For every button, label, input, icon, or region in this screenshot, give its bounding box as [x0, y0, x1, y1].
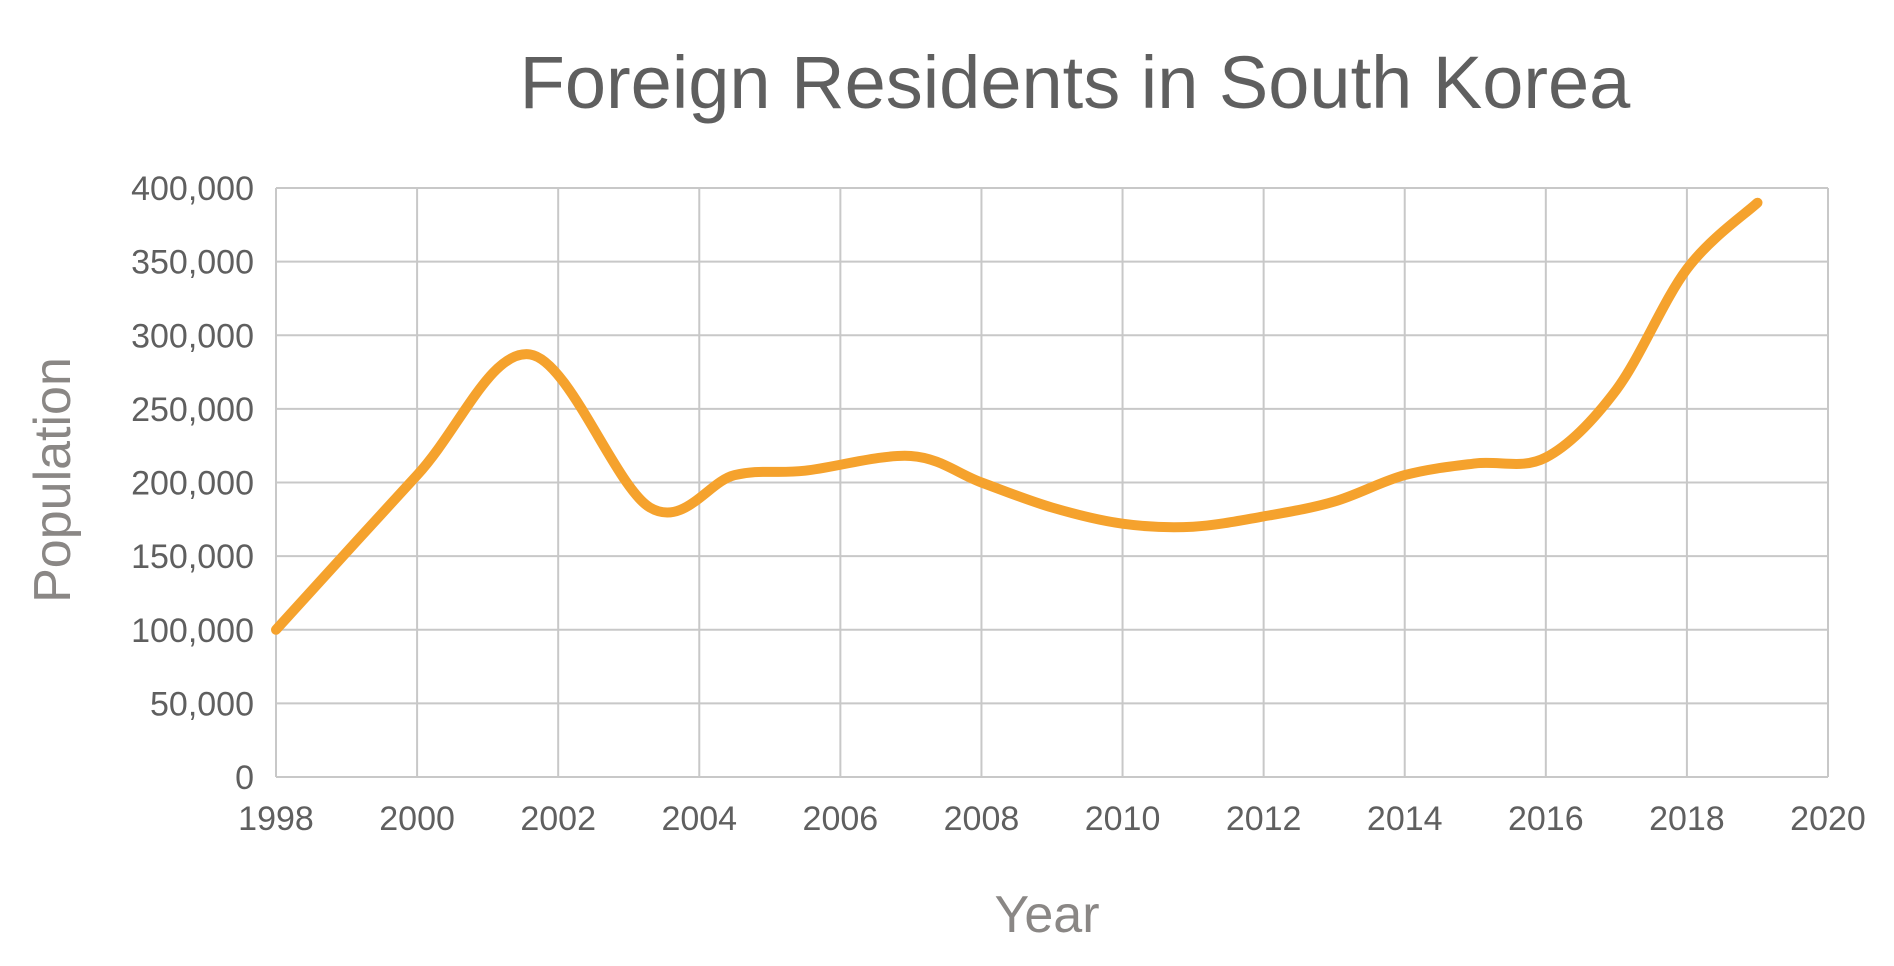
x-tick-label: 2018 [1649, 800, 1725, 838]
data-point [649, 507, 650, 508]
y-axis-title: Population [24, 357, 82, 603]
x-tick-label: 1998 [238, 800, 314, 838]
x-tick-label: 2002 [520, 800, 596, 838]
data-point [1757, 202, 1758, 203]
series-line [271, 197, 1763, 635]
horizontal-gridlines [276, 187, 1828, 778]
data-point [910, 455, 911, 456]
data-point [276, 629, 277, 630]
x-tick-label: 2014 [1367, 800, 1443, 838]
data-point [1334, 501, 1335, 502]
x-tick-label: 2016 [1508, 800, 1584, 838]
data-point [1616, 389, 1617, 390]
x-tick-label: 2012 [1226, 800, 1302, 838]
data-point [805, 470, 806, 471]
y-tick-label: 300,000 [131, 317, 254, 355]
data-point [1404, 475, 1405, 476]
y-tick-label: 250,000 [131, 391, 254, 429]
y-tick-label: 0 [235, 759, 254, 797]
y-axis-tick-labels: 0 50,000 100,000 150,000 200,000 250,000 300,0… [131, 170, 254, 797]
y-tick-label: 350,000 [131, 244, 254, 282]
x-tick-label: 2000 [379, 800, 455, 838]
data-point [1193, 526, 1194, 527]
data-point [1475, 463, 1476, 464]
data-point [734, 475, 735, 476]
y-tick-label: 200,000 [131, 465, 254, 503]
x-tick-label: 2006 [803, 800, 879, 838]
y-tick-label: 400,000 [131, 170, 254, 208]
data-point [1545, 457, 1546, 458]
data-point [1122, 523, 1123, 524]
series-layer [271, 197, 1763, 635]
y-tick-label: 150,000 [131, 538, 254, 576]
x-axis-title: Year [994, 886, 1099, 944]
x-axis-tick-labels: 1998 2000 2002 2004 2006 2008 2010 2012 2014 2016… [238, 800, 1866, 838]
chart-title: Foreign Residents in South Korea [520, 41, 1631, 124]
data-point [529, 354, 530, 355]
x-tick-label: 2008 [944, 800, 1020, 838]
x-tick-label: 2010 [1085, 800, 1161, 838]
data-point [1052, 507, 1053, 508]
y-tick-label: 100,000 [131, 612, 254, 650]
data-point [1686, 268, 1687, 269]
y-tick-label: 50,000 [150, 685, 254, 723]
data-point [981, 482, 982, 483]
x-tick-label: 2004 [661, 800, 737, 838]
data-point [1263, 516, 1264, 517]
data-point [417, 475, 418, 476]
x-tick-label: 2020 [1790, 800, 1866, 838]
